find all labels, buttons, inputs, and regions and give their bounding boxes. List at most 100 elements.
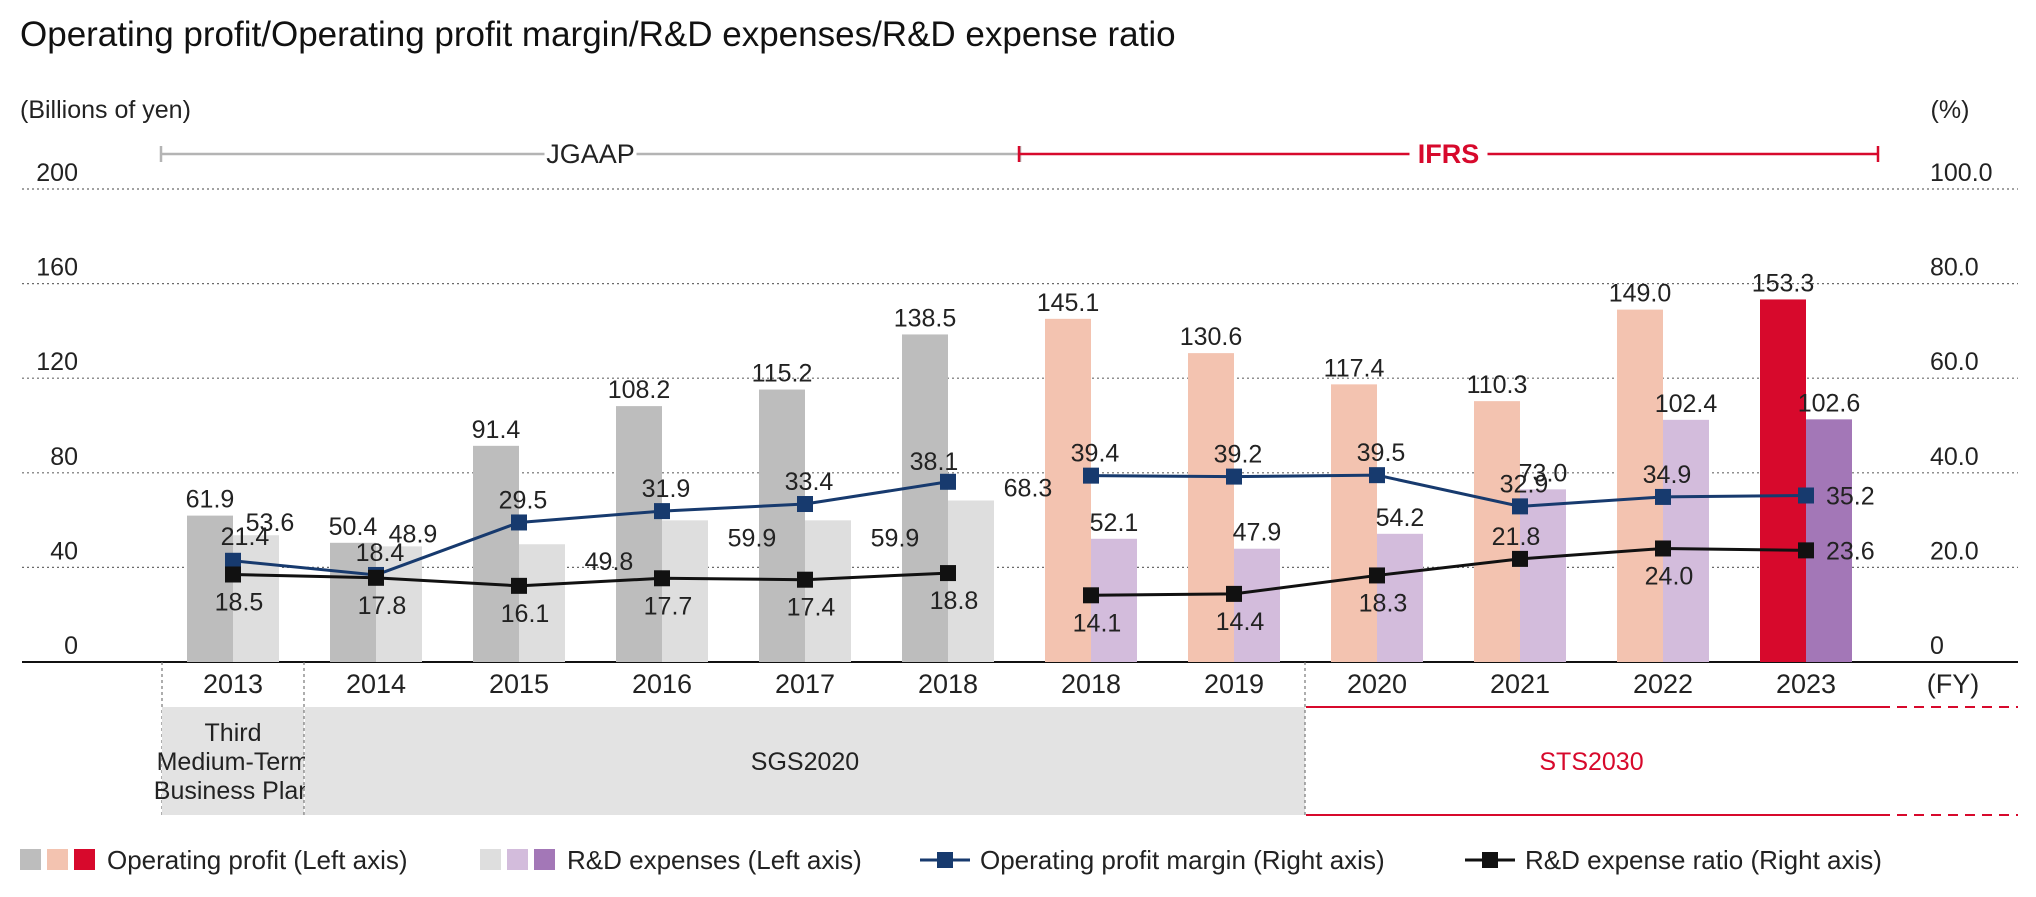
right-tick-label: 0 bbox=[1930, 632, 1944, 660]
operating-profit-bar bbox=[1474, 401, 1520, 662]
rd-expense-ratio-marker bbox=[368, 569, 384, 586]
rd-expenses-label: 54.2 bbox=[1376, 504, 1425, 532]
plan-band bbox=[162, 707, 304, 815]
rd-expenses-label: 52.1 bbox=[1090, 509, 1139, 537]
plan-label: STS2030 bbox=[1539, 748, 1643, 776]
operating-profit-margin-label: 29.5 bbox=[499, 486, 548, 514]
grid: 0 0 40 20.0 80 40.0 120 60.0 160 80.0 200 100.0 2013… bbox=[22, 159, 2018, 699]
operating-profit-label: 50.4 bbox=[329, 513, 378, 541]
legend-marker-swatch bbox=[937, 852, 953, 868]
rd-expenses-label: 102.4 bbox=[1655, 390, 1718, 418]
x-tick-label: 2015 bbox=[489, 669, 549, 699]
rd-expenses-label: 48.9 bbox=[389, 520, 438, 548]
left-tick-label: 160 bbox=[36, 254, 78, 282]
operating-profit-label: 61.9 bbox=[186, 486, 235, 514]
right-tick-label: 20.0 bbox=[1930, 537, 1979, 565]
standard-label: IFRS bbox=[1418, 139, 1480, 169]
plan-band bbox=[305, 707, 1305, 815]
data-labels: 61.9 50.4 91.4 108.2 115.2 138.5 145.1 130.6 117… bbox=[186, 269, 1875, 637]
operating-profit-bar bbox=[330, 542, 376, 662]
operating-profit-margin-label: 32.9 bbox=[1500, 470, 1549, 498]
rd-expense-ratio-label: 21.8 bbox=[1492, 523, 1541, 551]
operating-profit-margin-label: 34.9 bbox=[1643, 461, 1692, 489]
operating-profit-label: 117.4 bbox=[1324, 354, 1385, 382]
plan-label: Third Medium-Term Business Plan bbox=[154, 719, 312, 805]
rd-expenses-bar bbox=[662, 520, 708, 662]
rd-expenses-label: 73.0 bbox=[1519, 459, 1568, 487]
rd-expense-ratio-label: 18.5 bbox=[215, 588, 264, 616]
rd-expenses-label: 59.9 bbox=[728, 524, 777, 552]
legend-marker-swatch bbox=[1482, 852, 1498, 868]
x-tick-label: 2020 bbox=[1347, 669, 1407, 699]
standard-label: JGAAP bbox=[546, 139, 635, 169]
rd-expense-ratio-marker bbox=[1798, 542, 1814, 559]
x-tick-label: 2021 bbox=[1490, 669, 1550, 699]
rd-expense-ratio-marker bbox=[1655, 540, 1671, 557]
rd-expense-ratio-line bbox=[232, 571, 949, 588]
operating-profit-margin-marker bbox=[940, 473, 956, 490]
chart-title: Operating profit/Operating profit margin… bbox=[20, 15, 1176, 54]
rd-expense-ratio-label: 16.1 bbox=[501, 600, 550, 628]
operating-profit-margin-marker bbox=[1655, 488, 1671, 505]
rd-expenses-label: 49.8 bbox=[585, 548, 634, 576]
operating-profit-bar bbox=[1188, 353, 1234, 662]
rd-expenses-bar bbox=[519, 544, 565, 662]
legend-swatch bbox=[47, 849, 68, 870]
operating-profit-margin-line bbox=[232, 480, 949, 577]
rd-expenses-bar bbox=[1520, 489, 1566, 662]
legend: Operating profit (Left axis) R&D expenses… bbox=[20, 845, 1882, 875]
operating-profit-margin-label: 39.4 bbox=[1071, 440, 1120, 468]
rd-expenses-bar bbox=[1234, 548, 1280, 662]
legend-swatch bbox=[480, 849, 501, 870]
rd-expenses-label: 102.6 bbox=[1798, 389, 1861, 417]
operating-profit-margin-label: 35.2 bbox=[1826, 483, 1875, 511]
operating-profit-margin-marker bbox=[654, 503, 670, 520]
plan-label-line: Business Plan bbox=[154, 777, 312, 805]
plan-label-line: Medium-Term bbox=[157, 748, 310, 776]
operating-profit-bar bbox=[616, 406, 662, 662]
bars bbox=[187, 299, 1852, 662]
x-tick-label: 2013 bbox=[203, 669, 263, 699]
legend-swatch bbox=[507, 849, 528, 870]
operating-profit-margin-marker bbox=[1798, 487, 1814, 504]
x-tick-label: 2022 bbox=[1633, 669, 1693, 699]
legend-label: Operating profit (Left axis) bbox=[107, 845, 408, 875]
rd-expense-ratio-marker bbox=[1512, 550, 1528, 567]
operating-profit-margin-label: 39.5 bbox=[1357, 439, 1406, 467]
rd-expenses-bar bbox=[1377, 533, 1423, 662]
rd-expenses-label: 53.6 bbox=[246, 509, 295, 537]
legend-label: Operating profit margin (Right axis) bbox=[980, 845, 1385, 875]
rd-expenses-bar bbox=[805, 520, 851, 662]
legend-label: R&D expense ratio (Right axis) bbox=[1525, 845, 1882, 875]
operating-profit-margin-marker bbox=[1512, 498, 1528, 515]
x-tick-label: 2023 bbox=[1776, 669, 1836, 699]
plan-label-line: Third bbox=[205, 719, 262, 747]
operating-profit-label: 115.2 bbox=[752, 360, 813, 388]
right-tick-label: 40.0 bbox=[1930, 443, 1979, 471]
x-tick-label: 2016 bbox=[632, 669, 692, 699]
operating-profit-bar bbox=[1331, 384, 1377, 662]
operating-profit-bar bbox=[1760, 299, 1806, 662]
operating-profit-bar bbox=[759, 389, 805, 662]
rd-expenses-label: 47.9 bbox=[1233, 519, 1282, 547]
rd-expense-ratio-label: 17.8 bbox=[358, 592, 407, 620]
left-axis-label: (Billions of yen) bbox=[20, 96, 191, 124]
x-tick-label: 2019 bbox=[1204, 669, 1264, 699]
operating-profit-bar bbox=[1045, 318, 1091, 662]
left-tick-label: 80 bbox=[50, 443, 78, 471]
operating-profit-margin-label: 18.4 bbox=[356, 539, 405, 567]
operating-profit-margin-label: 31.9 bbox=[642, 475, 691, 503]
rd-expense-ratio-marker bbox=[1083, 587, 1099, 604]
rd-expenses-bar bbox=[948, 500, 994, 662]
rd-expense-ratio-marker bbox=[940, 565, 956, 582]
rd-expense-ratio-marker bbox=[654, 570, 670, 587]
right-tick-label: 80.0 bbox=[1930, 254, 1979, 282]
legend-swatch bbox=[20, 849, 41, 870]
rd-expense-ratio-label: 18.3 bbox=[1359, 589, 1408, 617]
legend-swatch bbox=[534, 849, 555, 870]
operating-profit-margin-marker bbox=[1369, 467, 1385, 484]
operating-profit-label: 110.3 bbox=[1467, 371, 1528, 399]
rd-expense-ratio-marker bbox=[797, 571, 813, 588]
rd-expense-ratio-marker bbox=[1226, 585, 1242, 602]
x-axis-unit-label: (FY) bbox=[1927, 669, 1979, 699]
